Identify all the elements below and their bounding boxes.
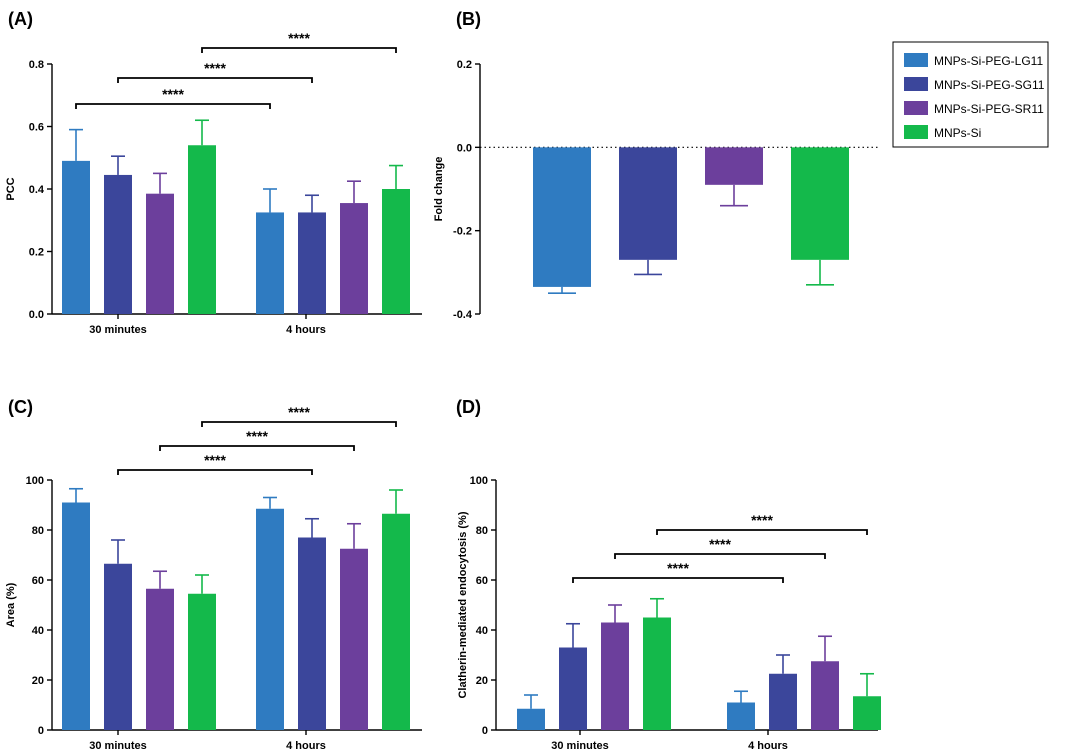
bar	[619, 147, 677, 260]
y-tick-label: 60	[32, 575, 44, 587]
bar	[727, 702, 755, 730]
y-axis-title: Area (%)	[5, 582, 17, 627]
y-tick-label: 0.0	[457, 142, 472, 154]
significance-label: ****	[288, 30, 310, 46]
bar	[146, 193, 174, 314]
legend-label: MNPs-Si-PEG-LG11	[934, 54, 1043, 68]
significance-bracket	[201, 421, 397, 427]
y-tick-label: 80	[476, 525, 488, 537]
y-tick-label: 0	[482, 725, 488, 737]
y-axis-title: Fold change	[433, 157, 445, 222]
x-tick-label: 4 hours	[286, 740, 326, 752]
bar	[853, 696, 881, 730]
legend-swatch	[904, 125, 928, 139]
significance-label: ****	[246, 428, 268, 444]
y-tick-label: 100	[26, 475, 44, 487]
y-tick-label: 100	[470, 475, 488, 487]
y-tick-label: 40	[476, 625, 488, 637]
legend-label: MNPs-Si-PEG-SG11	[934, 78, 1045, 92]
significance-bracket	[656, 529, 868, 535]
bar	[104, 563, 132, 730]
bar	[382, 189, 410, 314]
legend-label: MNPs-Si	[934, 126, 981, 140]
bar	[382, 513, 410, 730]
panel-label: (B)	[456, 9, 481, 29]
y-tick-label: 0.2	[29, 247, 44, 259]
bar	[601, 622, 629, 730]
bar	[559, 647, 587, 730]
legend: MNPs-Si-PEG-LG11 MNPs-Si-PEG-SG11 MNPs-Si-…	[892, 41, 1049, 148]
bar	[340, 548, 368, 730]
significance-bracket	[159, 445, 355, 451]
bar	[340, 203, 368, 314]
panel-label: (D)	[456, 397, 481, 417]
bar	[705, 147, 763, 185]
x-tick-label: 30 minutes	[89, 324, 146, 336]
significance-bracket	[117, 469, 313, 475]
legend-swatch	[904, 101, 928, 115]
bar	[256, 508, 284, 730]
y-tick-label: 20	[476, 675, 488, 687]
significance-bracket	[572, 577, 784, 583]
y-axis-title: Clatherin-mediated endocytosis (%)	[457, 511, 469, 698]
bar	[298, 212, 326, 314]
y-tick-label: 40	[32, 625, 44, 637]
bar	[791, 147, 849, 260]
significance-label: ****	[162, 86, 184, 102]
bar	[769, 673, 797, 730]
y-tick-label: 20	[32, 675, 44, 687]
y-tick-label: -0.4	[453, 309, 473, 321]
significance-bracket	[201, 47, 397, 53]
y-tick-label: -0.2	[453, 226, 472, 238]
bar	[256, 212, 284, 314]
bar	[62, 502, 90, 730]
panel-d: (D) 0 20 40 60 80 100 Clatherin-mediated endocy…	[456, 397, 881, 752]
y-tick-label: 0.4	[29, 184, 45, 196]
bar	[104, 174, 132, 314]
legend-label: MNPs-Si-PEG-SR11	[934, 102, 1044, 116]
y-tick-label: 60	[476, 575, 488, 587]
x-tick-label: 4 hours	[748, 740, 788, 752]
y-tick-label: 0.8	[29, 59, 44, 71]
significance-bracket	[117, 77, 313, 83]
bar	[298, 537, 326, 730]
significance-label: ****	[288, 404, 310, 420]
legend-swatch	[904, 77, 928, 91]
panel-b: (B) -0.4 -0.2 0.0 0.2 Fold change	[433, 9, 880, 321]
y-tick-label: 0.6	[29, 122, 44, 134]
x-tick-label: 4 hours	[286, 324, 326, 336]
y-axis-title: PCC	[5, 177, 17, 200]
y-tick-label: 0	[38, 725, 44, 737]
bar	[188, 593, 216, 730]
panel-label: (C)	[8, 397, 33, 417]
significance-label: ****	[751, 512, 773, 528]
bar	[643, 617, 671, 730]
significance-bracket	[614, 553, 826, 559]
legend-swatch	[904, 53, 928, 67]
bar	[517, 708, 545, 730]
significance-label: ****	[204, 452, 226, 468]
panel-c: (C) 0 20 40 60 80 100 Area (%) 30 minutes 4 hours…	[5, 397, 422, 752]
significance-label: ****	[667, 560, 689, 576]
x-tick-label: 30 minutes	[89, 740, 146, 752]
significance-label: ****	[709, 536, 731, 552]
bar	[533, 147, 591, 287]
y-tick-label: 0.0	[29, 309, 44, 321]
bar	[146, 588, 174, 730]
x-tick-label: 30 minutes	[551, 740, 608, 752]
significance-bracket	[75, 103, 271, 109]
y-tick-label: 80	[32, 525, 44, 537]
bar	[811, 661, 839, 730]
bar	[188, 145, 216, 314]
bar	[62, 160, 90, 314]
significance-label: ****	[204, 60, 226, 76]
y-tick-label: 0.2	[457, 59, 472, 71]
panel-a: (A) 0.0 0.2 0.4 0.6 0.8 PCC 30 minutes 4 hours **…	[5, 9, 422, 336]
panel-label: (A)	[8, 9, 33, 29]
